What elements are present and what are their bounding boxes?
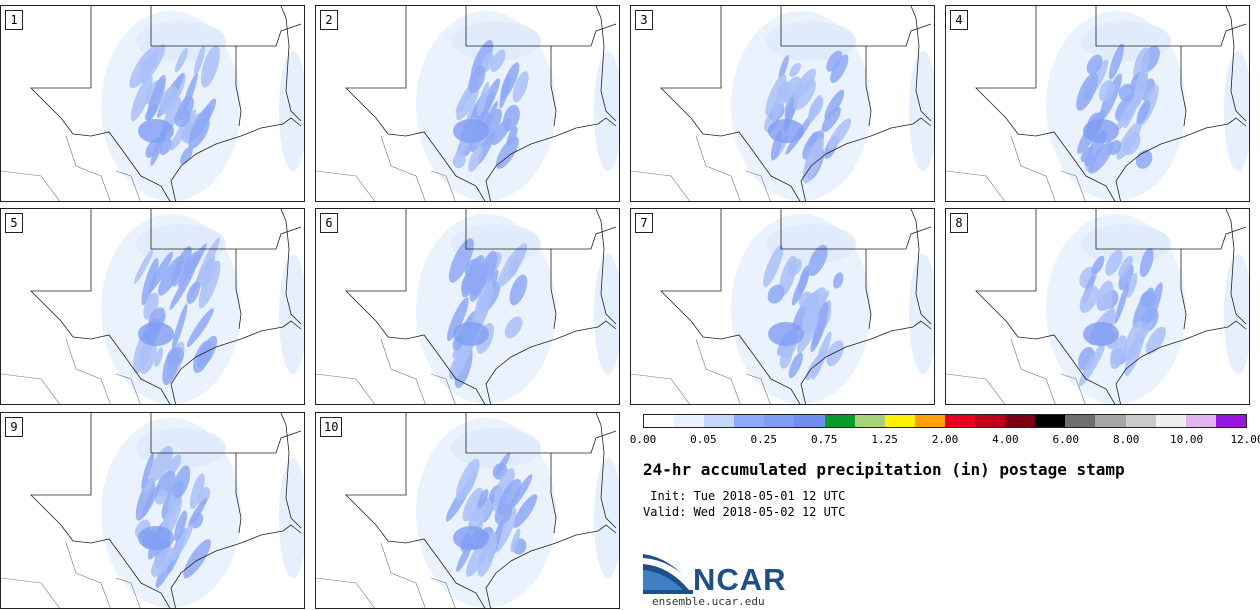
stamp-panel-2: 2 (315, 5, 620, 202)
stamp-panel-4: 4 (945, 5, 1250, 202)
panel-number: 9 (5, 417, 23, 437)
colorbar-tick-label: 0.00 (629, 433, 657, 446)
colorbar-swatch (884, 415, 915, 427)
colorbar-swatch (764, 415, 795, 427)
website-label: ensemble.ucar.edu (652, 595, 765, 608)
colorbar-tick-label: 10.00 (1170, 433, 1204, 446)
panel-number: 1 (5, 10, 23, 30)
valid-time: Valid: Wed 2018-05-02 12 UTC (643, 505, 846, 519)
stamp-panel-8: 8 (945, 208, 1250, 405)
colorbar-swatch (1185, 415, 1216, 427)
ncar-logo-icon (643, 554, 693, 594)
colorbar-tick-label: 0.25 (750, 433, 778, 446)
colorbar-swatch (975, 415, 1006, 427)
precip-map (1, 209, 304, 404)
colorbar-swatch (824, 415, 855, 427)
stamp-panel-1: 1 (0, 5, 305, 202)
colorbar-swatch (1065, 415, 1096, 427)
colorbar-swatch (734, 415, 765, 427)
precip-map (1, 6, 304, 201)
stamp-panel-6: 6 (315, 208, 620, 405)
panel-number: 5 (5, 213, 23, 233)
colorbar-tick-label: 0.05 (690, 433, 717, 446)
colorbar-swatch (1215, 415, 1246, 427)
precip-map (316, 6, 619, 201)
colorbar-tick-label: 12.00 (1230, 433, 1260, 446)
colorbar-tick-label: 0.75 (810, 433, 838, 446)
panel-number: 10 (320, 417, 343, 437)
stamp-panel-7: 7 (630, 208, 935, 405)
colorbar-tick-label: 6.00 (1052, 433, 1080, 446)
colorbar-swatch (674, 415, 705, 427)
precip-map (316, 209, 619, 404)
precip-map (946, 6, 1249, 201)
colorbar-swatch (704, 415, 735, 427)
colorbar-tick-label: 8.00 (1112, 433, 1140, 446)
colorbar-swatch (794, 415, 825, 427)
panel-number: 8 (950, 213, 968, 233)
colorbar-swatch (644, 415, 675, 427)
precip-map (1, 413, 304, 608)
precipitation-colorbar (643, 414, 1247, 428)
colorbar-swatch (944, 415, 976, 427)
stamp-panel-10: 10 (315, 412, 620, 609)
stamp-panel-5: 5 (0, 208, 305, 405)
colorbar-tick-label: 1.25 (871, 433, 898, 446)
chart-title: 24-hr accumulated precipitation (in) pos… (643, 460, 1125, 479)
precip-map (316, 413, 619, 608)
panel-number: 7 (635, 213, 653, 233)
ncar-logo-text: NCAR (693, 562, 787, 597)
colorbar-tick-label: 2.00 (931, 433, 959, 446)
panel-number: 3 (635, 10, 653, 30)
colorbar-tick-label: 4.00 (992, 433, 1019, 446)
colorbar-swatch (1125, 415, 1156, 427)
init-time: Init: Tue 2018-05-01 12 UTC (643, 489, 846, 503)
stamp-panel-9: 9 (0, 412, 305, 609)
precip-map (631, 209, 934, 404)
precip-map (631, 6, 934, 201)
panel-number: 2 (320, 10, 338, 30)
panel-number: 6 (320, 213, 338, 233)
stamp-panel-3: 3 (630, 5, 935, 202)
colorbar-swatch (1005, 415, 1036, 427)
panel-number: 4 (950, 10, 968, 30)
colorbar-swatch (1095, 415, 1126, 427)
colorbar-swatch (914, 415, 945, 427)
colorbar-swatch (1155, 415, 1186, 427)
precip-map (946, 209, 1249, 404)
colorbar-swatch (854, 415, 885, 427)
colorbar-swatch (1035, 415, 1066, 427)
